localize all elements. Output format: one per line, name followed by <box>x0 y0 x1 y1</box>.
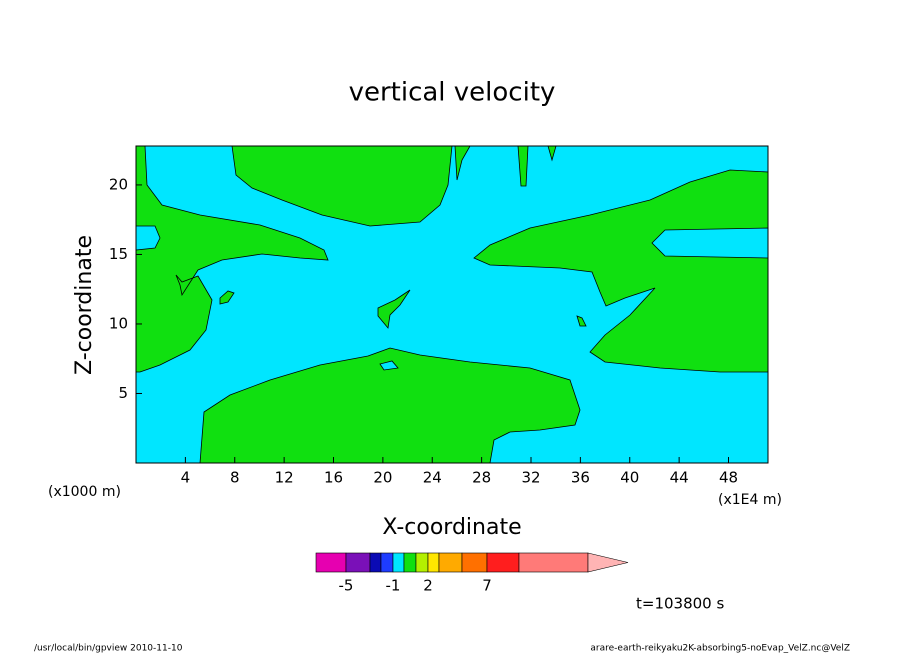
colorbar-tick-label: -1 <box>386 577 401 595</box>
region <box>377 289 411 329</box>
region <box>213 145 557 227</box>
colorbar-tick-label: 7 <box>482 577 492 595</box>
x-tick-label: 40 <box>620 469 639 487</box>
colorbar-extension <box>587 552 629 573</box>
colorbar-segment <box>315 552 347 573</box>
y-tick-label: 15 <box>109 245 128 263</box>
colorbar-segment <box>427 552 440 573</box>
region <box>135 145 329 373</box>
colorbar-segment <box>345 552 371 573</box>
y-tick-label: 10 <box>109 314 128 332</box>
colorbar-segment <box>438 552 463 573</box>
colorbar-tick-label: 2 <box>423 577 433 595</box>
x-tick-label: 44 <box>670 469 689 487</box>
footer-right: arare-earth-reikyaku2K-absorbing5-noEvap… <box>590 644 850 654</box>
x-tick-label: 20 <box>373 469 392 487</box>
x-tick-label: 8 <box>230 469 240 487</box>
hole <box>379 360 399 371</box>
chart-title: vertical velocity <box>349 78 556 108</box>
x-tick-label: 24 <box>423 469 442 487</box>
x-tick-label: 12 <box>275 469 294 487</box>
colorbar-segment <box>486 552 520 573</box>
colorbar-segment <box>380 552 394 573</box>
y-axis-label: Z-coordinate <box>72 235 97 375</box>
region <box>199 347 581 464</box>
x-tick-label: 32 <box>521 469 540 487</box>
time-label: t=103800 s <box>636 595 724 613</box>
y-unit: (x1000 m) <box>48 484 121 500</box>
colorbar-segment <box>392 552 405 573</box>
x-tick-label: 48 <box>719 469 738 487</box>
y-tick-label: 20 <box>109 175 128 193</box>
hole <box>651 227 769 259</box>
footer-left: /usr/local/bin/gpview 2010-11-10 <box>34 644 183 654</box>
region <box>219 290 235 305</box>
x-unit: (x1E4 m) <box>718 492 782 508</box>
colorbar-tick-label: -5 <box>339 577 354 595</box>
contour-fill <box>135 145 769 464</box>
x-axis-label: X-coordinate <box>382 515 521 540</box>
colorbar-segment <box>518 552 589 573</box>
colorbar-segment <box>403 552 417 573</box>
plot-frame <box>135 145 769 464</box>
colorbar-segment <box>369 552 382 573</box>
region <box>473 169 769 373</box>
y-tick-label: 5 <box>118 384 128 402</box>
x-tick-label: 36 <box>571 469 590 487</box>
x-tick-label: 16 <box>324 469 343 487</box>
region <box>576 315 587 327</box>
x-tick-label: 28 <box>472 469 491 487</box>
colorbar-segment <box>461 552 488 573</box>
colorbar-segment <box>415 552 429 573</box>
x-tick-label: 4 <box>181 469 191 487</box>
